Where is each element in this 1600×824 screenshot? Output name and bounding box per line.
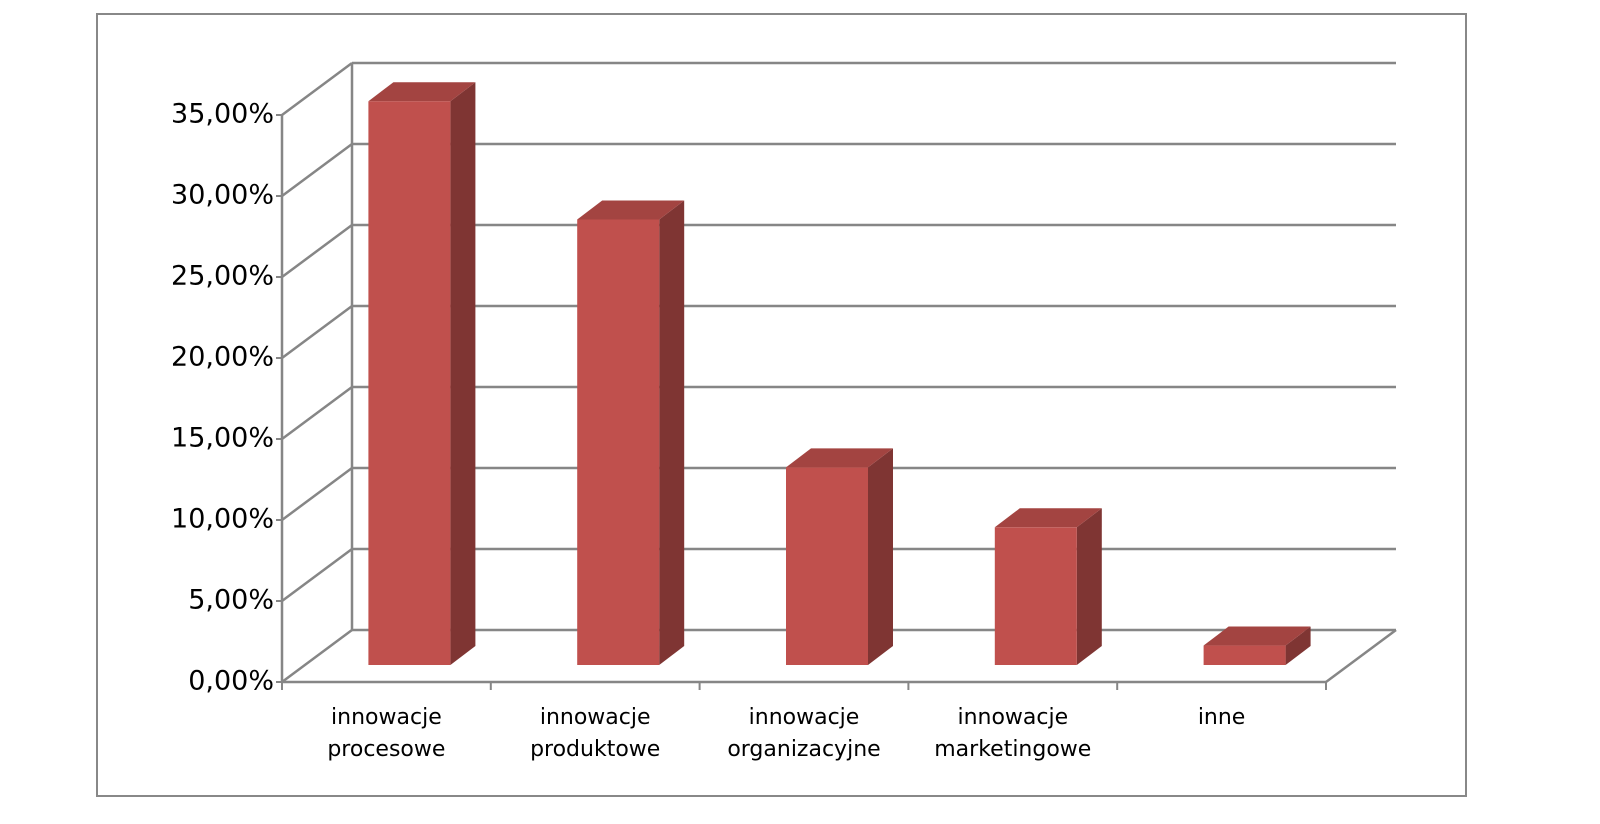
grid-line-diagonal	[281, 547, 353, 603]
bar	[994, 527, 1077, 665]
walls	[280, 63, 1397, 684]
bar	[786, 467, 868, 665]
bar	[577, 219, 660, 665]
grid-line-diagonal	[281, 142, 353, 198]
y-tick-label: 10,00%	[171, 504, 274, 535]
bar-side	[868, 448, 893, 665]
grid-line-diagonal	[281, 304, 353, 360]
x-tick-label: innowacje produktowe	[530, 705, 661, 762]
x-tick-label: innowacje marketingowe	[934, 705, 1092, 762]
bar-top	[577, 200, 685, 220]
y-tick-label: 15,00%	[171, 423, 274, 454]
bar-top	[786, 448, 893, 468]
bar-side	[1076, 508, 1102, 665]
bar	[1203, 645, 1286, 665]
y-tick-label: 0,00%	[188, 666, 274, 697]
grid-line-diagonal	[281, 223, 353, 279]
x-tick-label: innowacje organizacyjne	[727, 705, 881, 762]
bar-side	[450, 82, 476, 666]
floor-side	[1325, 628, 1397, 684]
chart-border	[96, 13, 1467, 797]
bar-side	[659, 200, 685, 665]
bar	[368, 101, 451, 666]
grid-line-diagonal	[281, 385, 353, 441]
y-tick-label: 20,00%	[171, 342, 274, 373]
grid-line-diagonal	[281, 466, 353, 522]
y-tick-label: 25,00%	[171, 261, 274, 292]
grid-line-diagonal	[281, 61, 353, 117]
bar-side	[1285, 626, 1311, 665]
y-tick-label: 5,00%	[188, 585, 274, 616]
bar-top	[994, 508, 1102, 528]
y-tick-label: 35,00%	[171, 99, 274, 130]
x-tick-label: innowacje procesowe	[327, 705, 446, 762]
y-tick-label: 30,00%	[171, 180, 274, 211]
bar-top	[368, 82, 476, 102]
grid-line-diagonal	[281, 628, 353, 684]
x-tick-label: inne	[1197, 705, 1246, 730]
bar-top	[1203, 626, 1311, 646]
